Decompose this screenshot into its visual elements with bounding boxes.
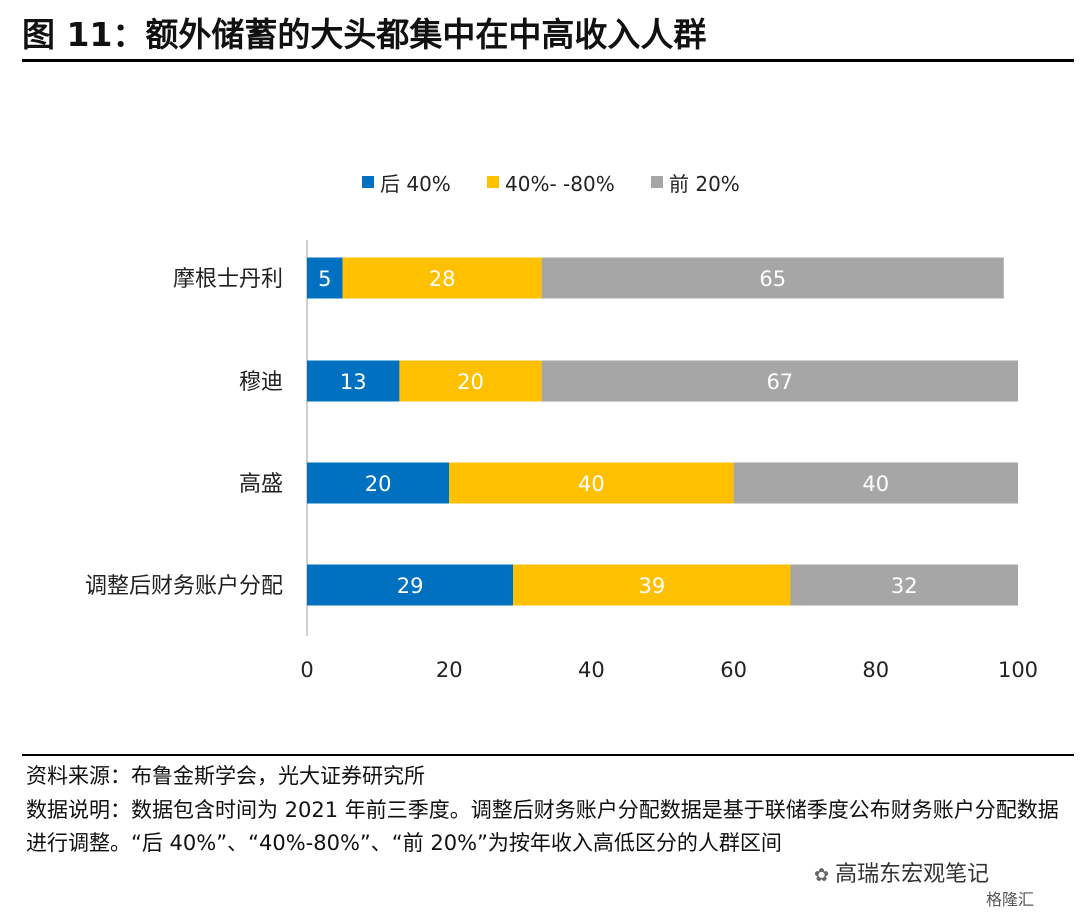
title-divider: [22, 59, 1074, 62]
data-label: 13: [340, 370, 367, 394]
wechat-icon: ✿: [814, 865, 830, 886]
data-label: 32: [891, 574, 918, 598]
bar-segment: [513, 564, 791, 606]
bar-segment: [399, 360, 542, 402]
bar-segment: [307, 462, 450, 504]
bar-segment: [541, 257, 1004, 299]
x-tick-label: 80: [862, 658, 889, 682]
bar-segment: [733, 462, 1018, 504]
category-label: 高盛: [239, 472, 283, 497]
data-label: 20: [365, 472, 392, 496]
data-label: 39: [638, 574, 665, 598]
watermark-text: 高瑞东宏观笔记: [835, 862, 990, 887]
bar-segment: [307, 257, 343, 299]
x-tick-label: 40: [578, 658, 605, 682]
x-tick-label: 100: [998, 658, 1038, 682]
legend-label: 40%- -80%: [505, 172, 615, 196]
data-label: 67: [766, 370, 793, 394]
category-label: 调整后财务账户分配: [85, 574, 283, 599]
x-tick-label: 60: [720, 658, 747, 682]
data-label: 40: [862, 472, 889, 496]
watermark: ✿ 高瑞东宏观笔记: [814, 856, 989, 888]
legend-swatch: [487, 176, 499, 188]
legend-swatch: [651, 176, 663, 188]
data-label: 20: [457, 370, 484, 394]
source-note: 资料来源：布鲁金斯学会，光大证券研究所: [26, 764, 425, 788]
page-title: 图 11：额外储蓄的大头都集中在中高收入人群: [22, 15, 707, 54]
bar-segment: [790, 564, 1018, 606]
stacked-bar-chart: 后 40% 40%- -80% 前 20% 摩根士丹利 5 28 65 穆迪 13 20 67 高盛 2…: [85, 172, 1038, 682]
legend-label: 后 40%: [380, 172, 451, 196]
category-label: 摩根士丹利: [173, 267, 283, 292]
data-label: 29: [397, 574, 424, 598]
bar-segment: [307, 360, 400, 402]
corner-logo: 格隆汇: [986, 890, 1035, 909]
x-tick-label: 0: [300, 658, 313, 682]
data-label: 5: [318, 267, 331, 291]
bar-segment: [541, 360, 1018, 402]
footer-divider: [22, 754, 1074, 756]
data-description-note: 数据说明：数据包含时间为 2021 年前三季度。调整后财务账户分配数据是基于联储…: [26, 798, 1059, 855]
legend-label: 前 20%: [669, 172, 740, 196]
data-label: 65: [759, 267, 786, 291]
data-label: 28: [429, 267, 456, 291]
legend-swatch: [362, 176, 374, 188]
data-label: 40: [578, 472, 605, 496]
bar-segment: [342, 257, 542, 299]
category-label: 穆迪: [239, 370, 283, 395]
x-tick-label: 20: [436, 658, 463, 682]
bar-segment: [307, 564, 514, 606]
bar-segment: [449, 462, 734, 504]
